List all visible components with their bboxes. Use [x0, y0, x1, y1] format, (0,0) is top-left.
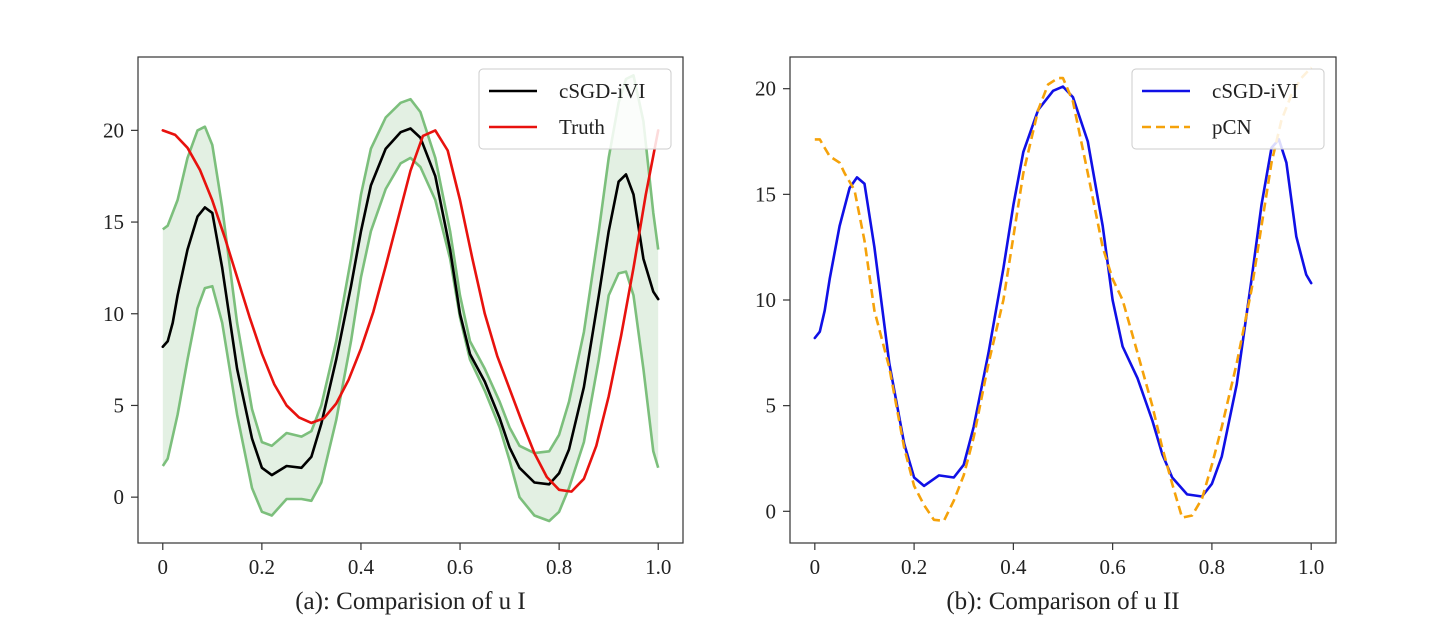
- legend: cSGD-iVI Truth: [478, 68, 672, 150]
- x-tick-label: 0.6: [447, 555, 473, 579]
- y-tick-label: 5: [114, 393, 125, 417]
- plot-frame: [137, 56, 684, 544]
- y-tick-label: 15: [103, 210, 124, 234]
- legend-label: Truth: [559, 115, 605, 139]
- x-tick-label: 0: [810, 555, 821, 579]
- series-line-1: [161, 127, 660, 486]
- y-tick-label: 5: [766, 394, 777, 418]
- y-tick-label: 0: [114, 485, 125, 509]
- chart-caption: (a): Comparision of u I: [295, 588, 526, 615]
- y-tick-label: 20: [755, 77, 776, 101]
- legend-box: [478, 68, 672, 150]
- y-tick-label: 20: [103, 118, 124, 142]
- y-tick-label: 15: [755, 182, 776, 206]
- x-tick-label: 1.0: [1298, 555, 1324, 579]
- legend: cSGD-iVI pCN: [1131, 68, 1325, 150]
- y-tick-label: 10: [755, 288, 776, 312]
- y-tick-label: 10: [103, 302, 124, 326]
- legend-label: cSGD-iVI: [559, 79, 645, 103]
- legend-box: [1131, 68, 1325, 150]
- x-tick-label: 0: [158, 555, 169, 579]
- legend-label: cSGD-iVI: [1212, 79, 1298, 103]
- chart-panel-2: 0 0.2 0.4 0.6 0.8 1.0 0 5 10 15 20 (b): Comparison …: [755, 56, 1337, 615]
- x-tick-label: 0.4: [348, 555, 375, 579]
- x-tick-label: 1.0: [645, 555, 671, 579]
- chart-panel-1: 0 0.2 0.4 0.6 0.8 1.0 0 5 10 15 20 (a): Comparision…: [103, 56, 684, 615]
- confidence-band-lower: [161, 156, 660, 523]
- legend-label: pCN: [1212, 115, 1252, 139]
- y-tick-label: 0: [766, 499, 777, 523]
- chart-caption: (b): Comparison of u II: [946, 588, 1179, 615]
- x-tick-label: 0.6: [1100, 555, 1126, 579]
- x-tick-label: 0.2: [901, 555, 927, 579]
- series-line-2: [814, 66, 1313, 523]
- x-tick-label: 0.8: [546, 555, 572, 579]
- x-tick-label: 0.4: [1000, 555, 1027, 579]
- series-line-2: [161, 129, 660, 493]
- x-tick-label: 0.2: [249, 555, 275, 579]
- x-tick-label: 0.8: [1199, 555, 1225, 579]
